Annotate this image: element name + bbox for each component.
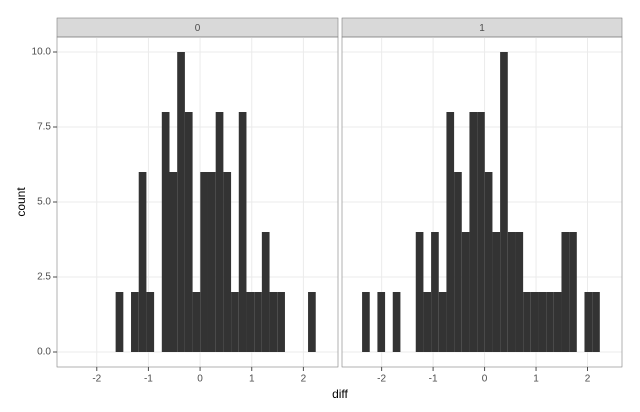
x-tick-label: -1 bbox=[429, 374, 438, 385]
bar bbox=[546, 292, 554, 352]
bar bbox=[507, 232, 516, 352]
bar bbox=[477, 112, 485, 352]
bar bbox=[238, 112, 247, 352]
bar bbox=[523, 292, 531, 352]
y-tick-label: 7.5 bbox=[37, 122, 51, 133]
bar bbox=[392, 292, 401, 352]
bar bbox=[192, 292, 201, 352]
bar bbox=[492, 232, 501, 352]
bar bbox=[377, 292, 386, 352]
bar bbox=[177, 52, 185, 352]
bar bbox=[138, 172, 147, 352]
x-tick-label: 0 bbox=[197, 374, 203, 385]
x-tick-label: -2 bbox=[377, 374, 386, 385]
bar bbox=[569, 232, 577, 352]
bar bbox=[200, 172, 208, 352]
bar bbox=[431, 232, 439, 352]
x-tick-label: 1 bbox=[533, 374, 539, 385]
bar bbox=[538, 292, 547, 352]
bar bbox=[438, 292, 447, 352]
bar bbox=[469, 112, 478, 352]
bar bbox=[362, 292, 370, 352]
bar bbox=[223, 172, 232, 352]
facet-title: 0 bbox=[195, 23, 201, 34]
bar bbox=[454, 172, 462, 352]
y-tick-label: 5.0 bbox=[37, 197, 51, 208]
x-tick-label: 1 bbox=[249, 374, 255, 385]
y-axis-title: count bbox=[14, 187, 28, 217]
bar bbox=[169, 172, 178, 352]
bar bbox=[308, 292, 316, 352]
y-tick-label: 0.0 bbox=[37, 347, 51, 358]
bar bbox=[461, 232, 470, 352]
y-tick-label: 2.5 bbox=[37, 272, 51, 283]
y-tick-label: 10.0 bbox=[32, 47, 52, 58]
bar bbox=[530, 292, 539, 352]
bar bbox=[146, 292, 155, 352]
bar bbox=[131, 292, 139, 352]
bar bbox=[269, 292, 278, 352]
bar bbox=[584, 292, 593, 352]
bar bbox=[553, 292, 562, 352]
bar bbox=[500, 52, 508, 352]
bar bbox=[184, 112, 193, 352]
bar bbox=[261, 232, 270, 352]
bar bbox=[484, 172, 493, 352]
facet-title: 1 bbox=[479, 23, 485, 34]
bar bbox=[207, 172, 216, 352]
x-tick-label: 2 bbox=[585, 374, 591, 385]
bar bbox=[415, 232, 424, 352]
bar bbox=[592, 292, 600, 352]
bar bbox=[161, 112, 170, 352]
bar bbox=[246, 292, 255, 352]
x-tick-label: 2 bbox=[301, 374, 307, 385]
bar bbox=[115, 292, 124, 352]
x-tick-label: -2 bbox=[92, 374, 101, 385]
x-tick-label: 0 bbox=[482, 374, 488, 385]
bar bbox=[561, 232, 570, 352]
bar bbox=[446, 112, 455, 352]
bar bbox=[215, 112, 224, 352]
bar bbox=[254, 292, 262, 352]
bar bbox=[423, 292, 432, 352]
panel-border bbox=[341, 36, 623, 368]
x-axis-title: diff bbox=[332, 387, 348, 401]
bar bbox=[515, 232, 524, 352]
bar bbox=[231, 292, 239, 352]
x-tick-label: -1 bbox=[144, 374, 153, 385]
bar bbox=[277, 292, 285, 352]
